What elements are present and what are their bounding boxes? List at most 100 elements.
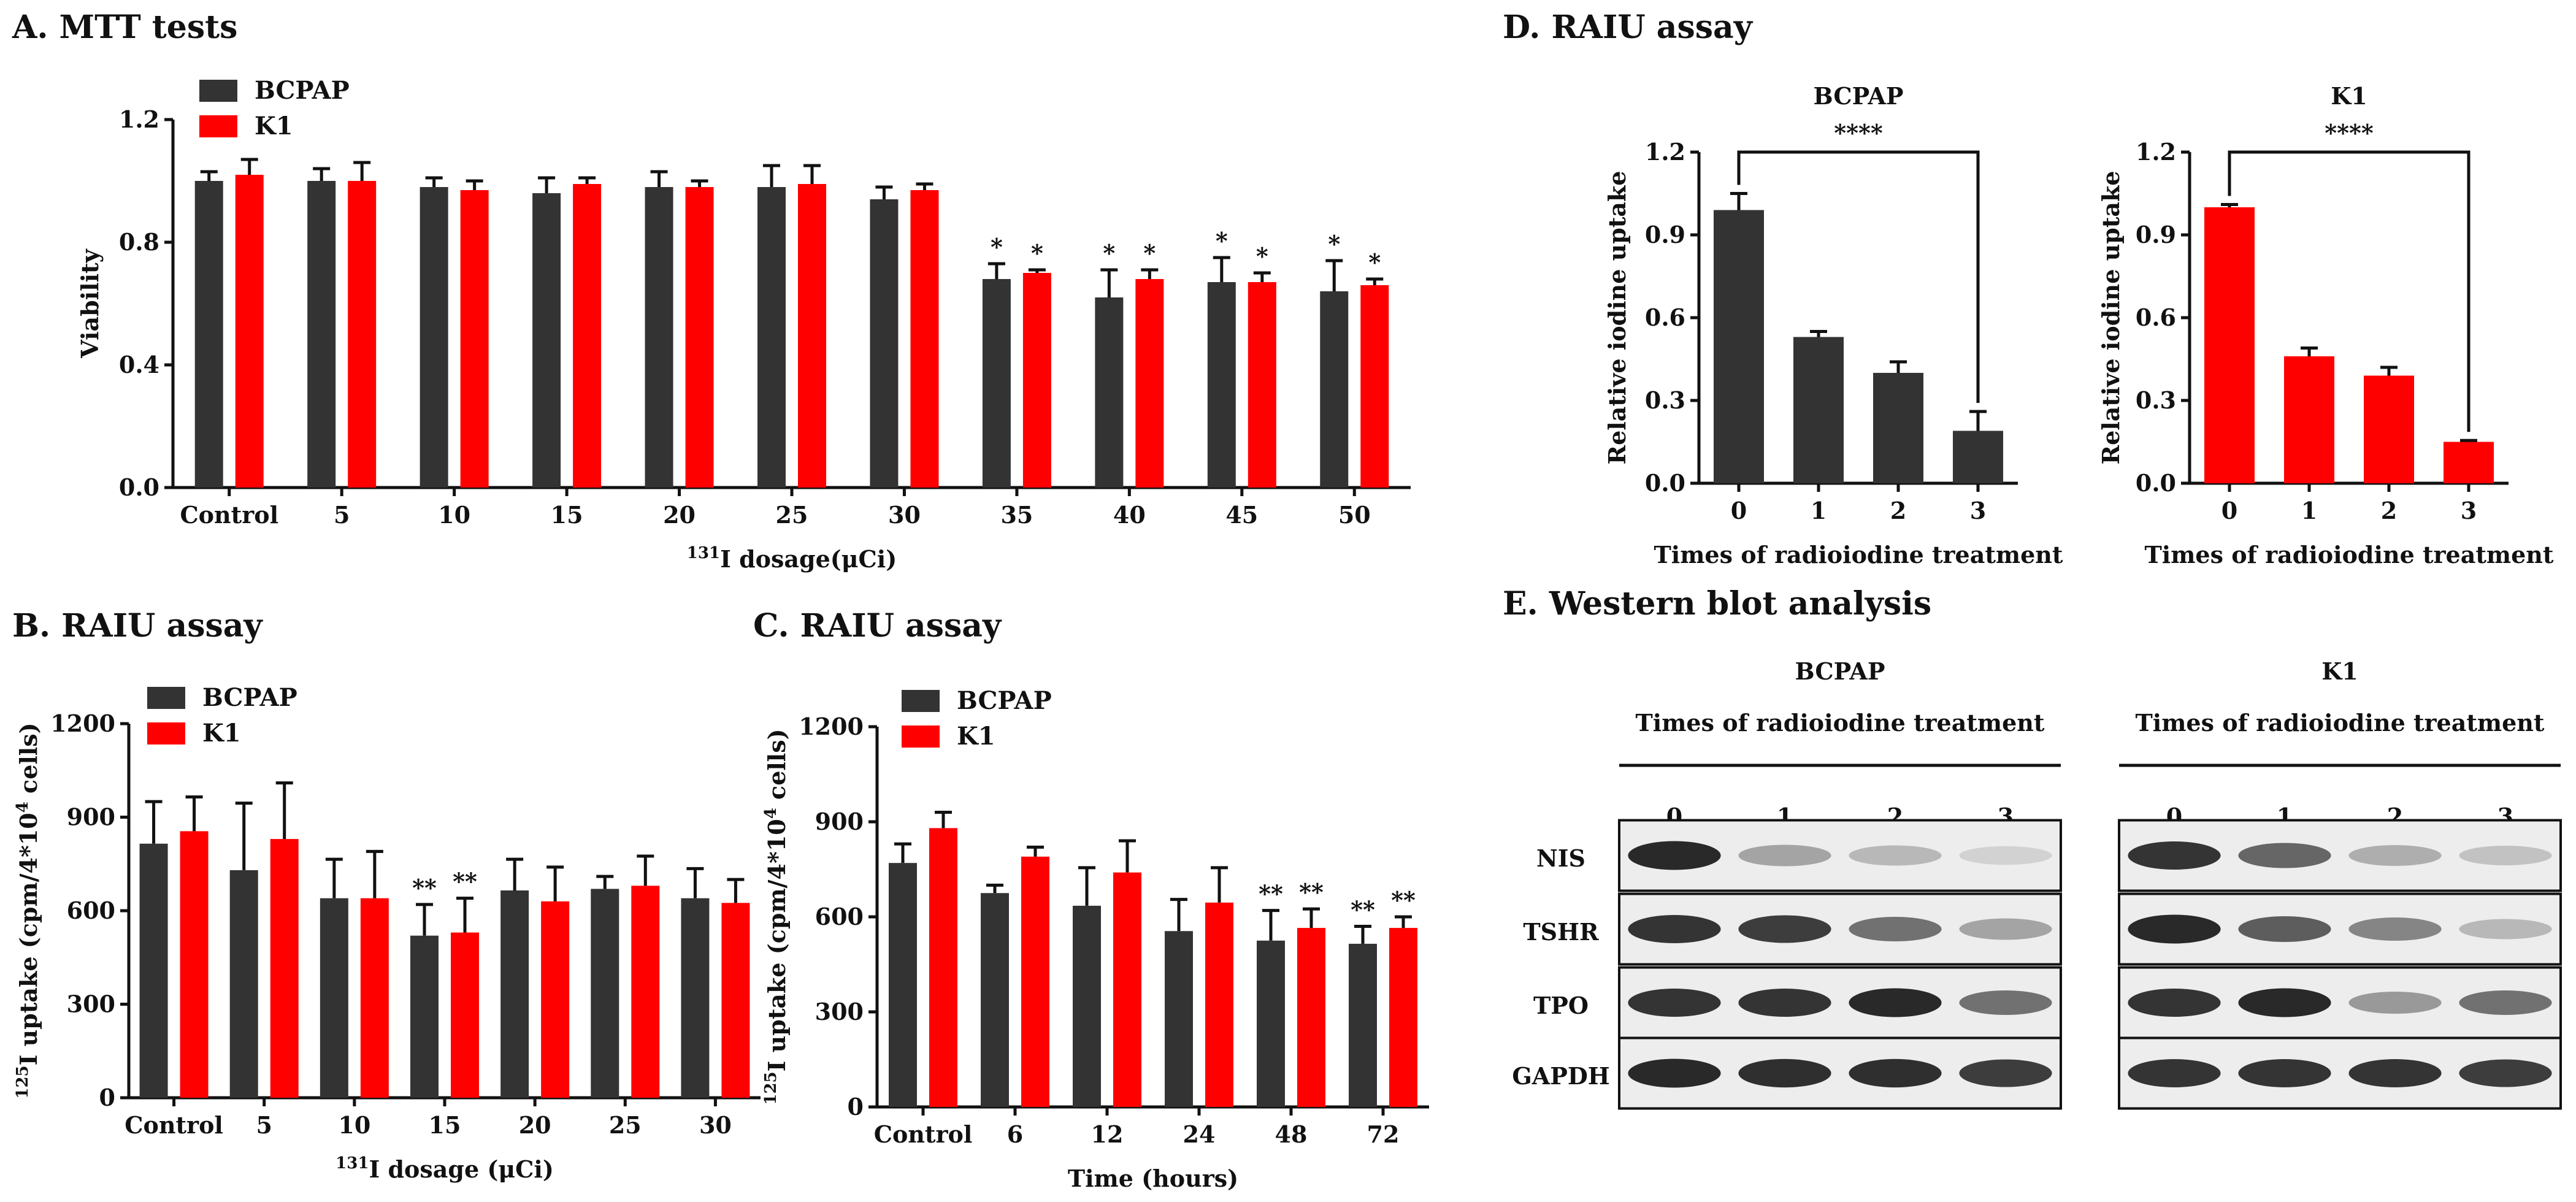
significance-label: *: [1143, 239, 1156, 267]
y-tick-label: 0: [99, 1084, 115, 1111]
bar-bcpap-3: [1953, 431, 2003, 483]
bar-k1-35: [1022, 273, 1051, 488]
bar-bcpap-48: [1257, 940, 1285, 1107]
significance-bracket: [1737, 150, 1980, 403]
blot-band: [2348, 845, 2442, 866]
x-axis-label: Times of radioiodine treatment: [2145, 541, 2554, 568]
blot-row-label-tshr: TSHR: [1523, 918, 1599, 946]
bar-bcpap-control: [194, 181, 223, 488]
blot-band: [2238, 916, 2331, 942]
bar-k1-45: [1248, 282, 1276, 488]
blot-band: [1738, 1058, 1831, 1088]
x-tick-label: 10: [438, 501, 470, 529]
blot-band: [1738, 844, 1831, 867]
blot-band: [2238, 988, 2331, 1017]
y-tick-label: 300: [67, 990, 115, 1018]
legend-swatch-bcpap: [902, 690, 940, 712]
blot-band: [2348, 992, 2442, 1014]
y-tick-label: 600: [67, 897, 115, 924]
blot-row-label-tpo: TPO: [1533, 992, 1589, 1019]
y-tick-label: 0.3: [2136, 386, 2176, 414]
y-tick-label: 900: [815, 808, 864, 835]
bar-k1-0: [2204, 207, 2255, 483]
blot-band: [2459, 990, 2552, 1015]
x-tick-label: 30: [699, 1111, 732, 1139]
bar-k1-3: [2444, 442, 2494, 483]
x-tick-label: 0: [2221, 497, 2237, 524]
blot-band: [2459, 846, 2552, 865]
bar-k1-25: [798, 184, 826, 488]
bar-k1-6: [1021, 856, 1049, 1107]
blot-band: [1849, 917, 1942, 941]
x-tick-label: 45: [1225, 501, 1258, 529]
significance-label: *: [1103, 239, 1115, 267]
bar-k1-5: [348, 181, 377, 488]
bar-bcpap-15: [410, 935, 439, 1098]
blot-group-subtitle: Times of radioiodine treatment: [1636, 709, 2045, 737]
blot-band: [1628, 841, 1721, 870]
blot-band: [2348, 1059, 2442, 1087]
significance-bracket-label: ****: [1834, 119, 1883, 147]
bar-k1-10: [460, 190, 489, 488]
bar-bcpap-0: [1714, 210, 1764, 483]
bar-k1-20: [541, 901, 570, 1098]
bar-k1-control: [929, 828, 957, 1107]
x-tick-label: 0: [1731, 497, 1747, 524]
blot-band: [2238, 1059, 2331, 1087]
bar-k1-control: [180, 831, 209, 1098]
bar-bcpap-12: [1073, 905, 1101, 1107]
bar-k1-40: [1135, 279, 1164, 488]
blot-band: [1959, 990, 2052, 1015]
y-axis-label: Relative iodine uptake: [1603, 171, 1631, 465]
y-tick-label: 0.0: [2136, 469, 2176, 497]
significance-label: *: [1216, 227, 1228, 255]
blot-band: [2459, 1059, 2552, 1087]
significance-bracket: [2228, 150, 2471, 432]
bar-k1-control: [235, 175, 264, 488]
y-tick-label: 0.0: [1645, 469, 1685, 497]
chart-panel-b: 0 300 600 900 1200 Control 5 10 15 ** ** 20 25 30 BCPA…: [12, 607, 761, 1183]
chart-panel-d-bcpap: 0.0 0.3 0.6 0.9 1.2 0 1 2 3 D. RAIU assay BCPAP Rel…: [1503, 9, 2063, 568]
bar-k1-15: [573, 184, 602, 488]
bar-k1-72: [1389, 928, 1417, 1107]
chart-panel-a: 0.0 0.4 0.8 1.2 Control 5 10 15 20 25 30 35 * * 40 * * 45…: [12, 9, 1411, 573]
legend-swatch-bcpap: [147, 687, 185, 709]
bar-bcpap-24: [1165, 931, 1193, 1107]
x-tick-label: 3: [1970, 497, 1986, 524]
x-tick-label: 2: [1890, 497, 1906, 524]
bar-bcpap-control: [889, 863, 917, 1107]
blot-band: [1959, 1059, 2052, 1087]
x-tick-label: 10: [338, 1111, 370, 1139]
bar-bcpap-10: [420, 187, 448, 488]
bar-bcpap-30: [681, 898, 710, 1098]
x-tick-label: 48: [1275, 1120, 1308, 1148]
blot-band: [2128, 1059, 2221, 1087]
x-tick-label: 3: [2461, 497, 2477, 524]
blot-band: [2238, 843, 2331, 868]
blot-row-label-gapdh: GAPDH: [1512, 1062, 1609, 1090]
bar-bcpap-50: [1320, 291, 1349, 488]
x-axis-label: 131I dosage (μCi): [335, 1154, 554, 1183]
y-tick-label: 1200: [799, 713, 864, 740]
y-tick-label: 600: [815, 903, 864, 930]
bar-bcpap-5: [229, 870, 258, 1098]
x-tick-label: 72: [1367, 1120, 1400, 1148]
legend-label-bcpap: BCPAP: [957, 686, 1052, 715]
blot-band: [1849, 845, 1942, 866]
significance-label: **: [1391, 886, 1416, 914]
bar-k1-15: [451, 932, 479, 1098]
panel-title: A. MTT tests: [12, 9, 237, 46]
blot-band: [1738, 989, 1831, 1017]
bar-k1-2: [2364, 375, 2414, 483]
blot-group-title: BCPAP: [1795, 657, 1885, 685]
y-tick-label: 0.6: [2136, 304, 2176, 331]
significance-label: *: [1368, 248, 1381, 276]
x-tick-label: 30: [888, 501, 921, 529]
blot-band: [2128, 989, 2221, 1017]
bar-k1-20: [685, 187, 714, 488]
y-axis-label: Viability: [76, 248, 104, 358]
legend-swatch-k1: [147, 722, 185, 745]
legend-label-k1: K1: [202, 719, 241, 748]
legend-label-bcpap: BCPAP: [202, 683, 297, 712]
legend-swatch-bcpap: [199, 80, 237, 102]
